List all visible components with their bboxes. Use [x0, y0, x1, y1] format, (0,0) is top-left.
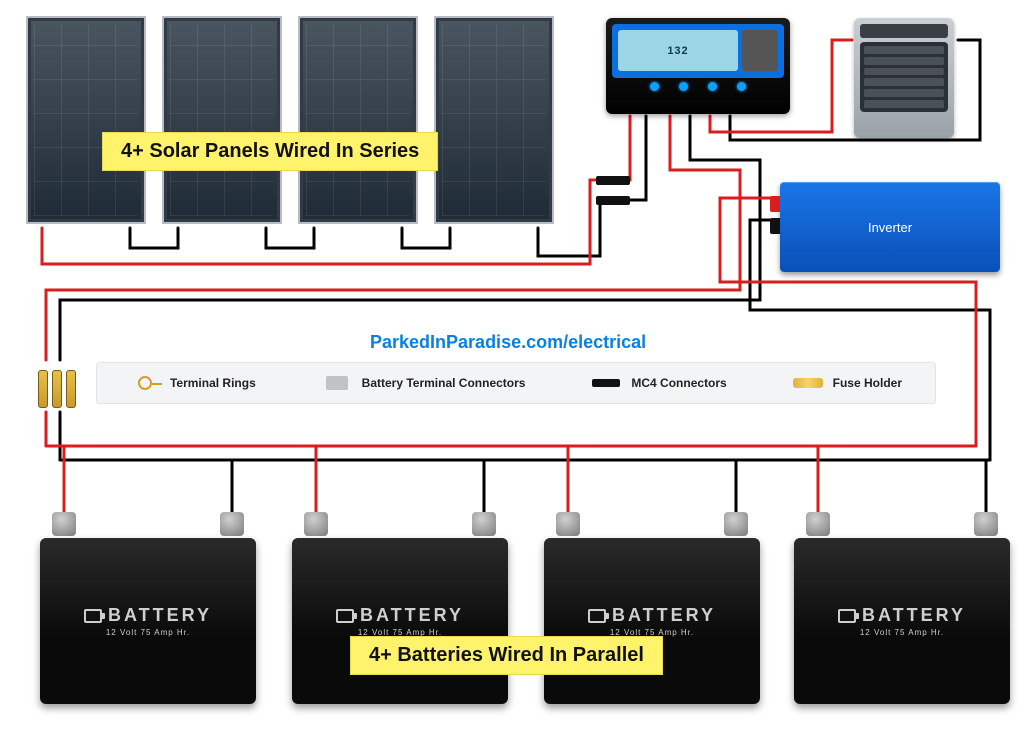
wiring-diagram: 4+ Solar Panels Wired In Series 132 Inve…: [0, 0, 1024, 732]
charge-controller: 132: [606, 18, 790, 114]
legend-battery-terminal-connectors: Battery Terminal Connectors: [322, 375, 526, 391]
controller-leds: [612, 82, 784, 91]
solar-panel-3: [298, 16, 418, 224]
battery-icon: [588, 609, 606, 623]
inverter-pos-lug: [770, 196, 780, 212]
battery-sublabel: 12 Volt 75 Amp Hr.: [860, 628, 944, 637]
legend-label: Battery Terminal Connectors: [362, 376, 526, 390]
controller-usb-ports: [742, 30, 778, 71]
inline-fuse-3: [66, 370, 76, 408]
battery-3: BATTERY 12 Volt 75 Amp Hr.: [544, 528, 760, 704]
inverter-neg-lug: [770, 218, 780, 234]
legend-terminal-rings: Terminal Rings: [130, 375, 256, 391]
legend-label: Terminal Rings: [170, 376, 256, 390]
legend-fuse-holder: Fuse Holder: [793, 375, 902, 391]
legend-label: Fuse Holder: [833, 376, 902, 390]
inverter-label: Inverter: [868, 220, 912, 235]
battery-label: BATTERY: [360, 605, 464, 626]
fuse-block: [854, 18, 954, 138]
solar-panel-2: [162, 16, 282, 224]
battery-4: BATTERY 12 Volt 75 Amp Hr.: [794, 528, 1010, 704]
connector-legend: Terminal Rings Battery Terminal Connecto…: [96, 362, 936, 404]
inverter: Inverter: [780, 182, 1000, 272]
panels-label: 4+ Solar Panels Wired In Series: [102, 132, 438, 171]
solar-panel-1: [26, 16, 146, 224]
batteries-label: 4+ Batteries Wired In Parallel: [350, 636, 663, 675]
battery-icon: [838, 609, 856, 623]
battery-label: BATTERY: [862, 605, 966, 626]
battery-1: BATTERY 12 Volt 75 Amp Hr.: [40, 528, 256, 704]
inline-fuse-2: [52, 370, 62, 408]
battery-sublabel: 12 Volt 75 Amp Hr.: [106, 628, 190, 637]
controller-screen: 132: [618, 30, 738, 71]
solar-panel-4: [434, 16, 554, 224]
legend-mc4-connectors: MC4 Connectors: [591, 375, 726, 391]
inline-fuse-1: [38, 370, 48, 408]
battery-icon: [336, 609, 354, 623]
source-url: ParkedInParadise.com/electrical: [370, 332, 646, 353]
battery-label: BATTERY: [108, 605, 212, 626]
legend-label: MC4 Connectors: [631, 376, 726, 390]
battery-2: BATTERY 12 Volt 75 Amp Hr.: [292, 528, 508, 704]
battery-label: BATTERY: [612, 605, 716, 626]
battery-icon: [84, 609, 102, 623]
